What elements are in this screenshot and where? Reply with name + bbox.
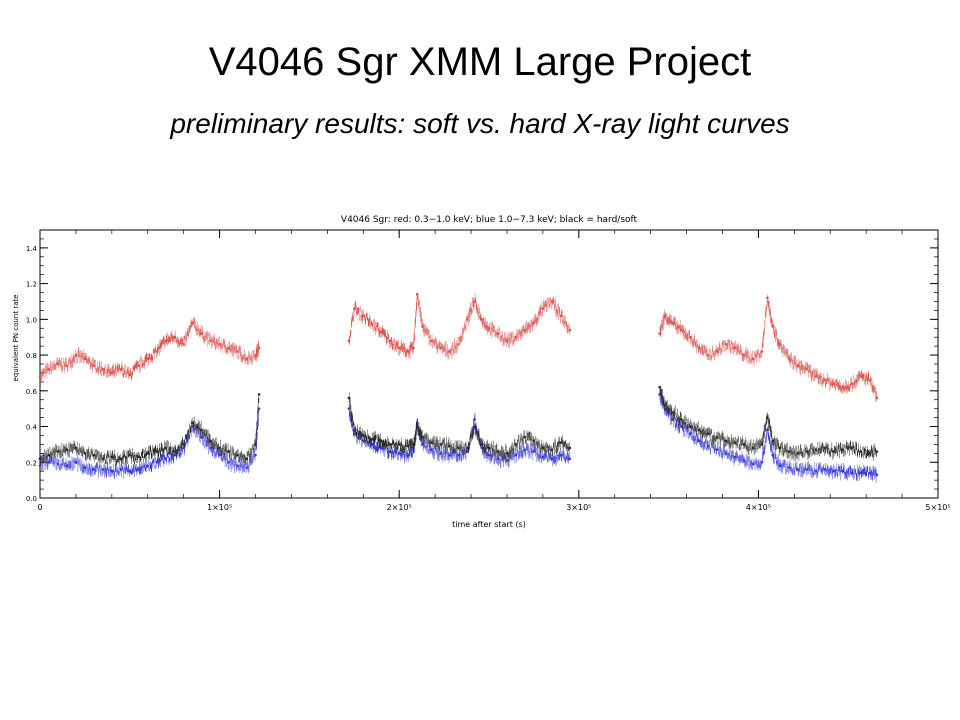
- hard-point: [254, 453, 257, 457]
- ratio-point: [559, 441, 563, 444]
- x-tick-label: 1×10⁵: [207, 503, 232, 512]
- ratio-point: [706, 432, 710, 435]
- hard-point: [257, 407, 261, 410]
- y-tick-label: 1.4: [26, 245, 38, 253]
- slide-title: V4046 Sgr XMM Large Project: [208, 40, 752, 84]
- ratio-point: [173, 450, 176, 453]
- x-axis-label: time after start (s): [452, 520, 526, 529]
- ratio-point: [841, 448, 845, 452]
- hard-point: [473, 418, 476, 421]
- ratio-point: [347, 396, 351, 400]
- ratio-point: [353, 428, 356, 432]
- x-tick-label: 4×10⁵: [746, 503, 771, 512]
- hard-point: [766, 428, 769, 432]
- plot-frame: [39, 229, 939, 499]
- ratio-point: [200, 428, 203, 432]
- hard-point: [568, 457, 572, 460]
- x-tick-label: 5×10⁵: [925, 503, 950, 512]
- soft-point: [568, 328, 572, 332]
- y-tick-label: 1.0: [26, 316, 37, 324]
- hard-point: [679, 425, 683, 428]
- hard-point: [814, 469, 818, 473]
- soft-point: [65, 364, 69, 368]
- soft-point: [760, 350, 764, 353]
- soft-point: [805, 368, 809, 371]
- ratio-point: [523, 435, 527, 439]
- ratio-point: [724, 439, 728, 443]
- soft-point: [236, 350, 239, 353]
- ratio-point: [457, 446, 460, 450]
- soft-point: [182, 343, 185, 346]
- hard-point: [760, 460, 764, 464]
- y-tick-label: 0.0: [26, 495, 37, 503]
- chart-title: V4046 Sgr: red: 0.3−1.0 keV; blue 1.0−7.…: [341, 215, 638, 225]
- soft-point: [388, 339, 392, 343]
- ratio-point: [787, 450, 791, 453]
- y-axis-label: equivalent PN count rate: [12, 294, 20, 381]
- ratio-point: [245, 457, 248, 460]
- hard-point: [353, 432, 356, 435]
- ratio-point: [388, 443, 392, 446]
- slide-subtitle: preliminary results: soft vs. hard X-ray…: [170, 108, 790, 139]
- soft-point: [257, 346, 261, 350]
- ratio-point: [733, 441, 737, 444]
- hard-point: [146, 464, 150, 468]
- soft-point: [92, 364, 96, 368]
- soft-point: [823, 378, 827, 382]
- plot-area: 0 1×10⁵ 2×10⁵ 3×10⁵ 4×10⁵ 5×10⁵ 0.0 0.2 0.4 0.6 0.…: [26, 229, 951, 512]
- soft-point: [457, 343, 460, 346]
- ratio-point: [74, 446, 78, 450]
- ratio-point: [568, 446, 572, 450]
- ratio-point: [439, 443, 442, 446]
- soft-point: [766, 296, 769, 300]
- x-tick-label: 2×10⁵: [387, 503, 412, 512]
- ratio-point: [875, 450, 879, 453]
- ratio-point: [257, 393, 261, 396]
- soft-point: [541, 307, 545, 310]
- light-curve-chart: V4046 Sgr: red: 0.3−1.0 keV; blue 1.0−7.…: [12, 215, 951, 529]
- ratio-point: [236, 453, 239, 457]
- hard-point: [875, 473, 879, 477]
- hard-point: [92, 468, 96, 471]
- y-tick-label: 0.6: [26, 388, 38, 396]
- soft-point: [397, 346, 401, 350]
- ratio-point: [128, 453, 132, 457]
- y-tick-label: 0.8: [26, 352, 37, 360]
- ratio-point: [670, 410, 674, 414]
- x-tick-label: 0: [37, 503, 42, 512]
- ratio-point: [448, 444, 451, 448]
- soft-point: [875, 396, 879, 400]
- soft-point: [724, 343, 728, 346]
- ratio-point: [415, 425, 419, 428]
- soft-point: [83, 357, 87, 360]
- ratio-point: [859, 450, 863, 453]
- soft-point: [480, 318, 484, 321]
- y-tick-label: 0.2: [26, 459, 37, 467]
- y-tick-label: 1.2: [26, 281, 37, 289]
- soft-point: [415, 293, 419, 296]
- soft-point: [137, 364, 141, 368]
- soft-point: [101, 368, 105, 371]
- hard-point: [523, 448, 527, 452]
- soft-point: [658, 332, 661, 335]
- x-tick-label: 3×10⁵: [566, 503, 591, 512]
- y-tick-label: 0.4: [26, 424, 38, 432]
- soft-point: [412, 346, 415, 350]
